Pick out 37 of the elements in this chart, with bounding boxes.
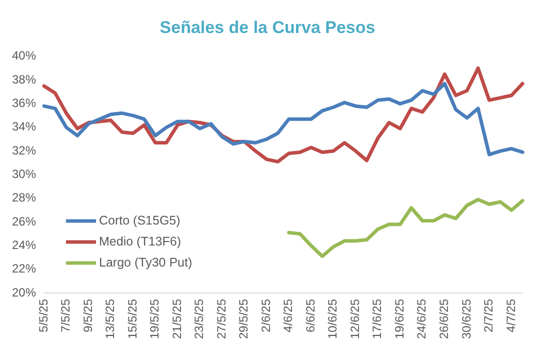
y-tick-label: 32% [12, 143, 36, 158]
y-tick-label: 36% [12, 96, 36, 110]
x-tick-label: 9/5/25 [80, 298, 95, 332]
y-tick-label: 26% [12, 214, 36, 228]
x-tick-label: 4/6/25 [281, 298, 296, 332]
x-tick-label: 12/6/25 [348, 298, 362, 340]
x-tick-label: 29/5/25 [236, 298, 251, 340]
y-tick-label: 22% [12, 262, 36, 276]
y-tick-label: 20% [12, 285, 36, 300]
x-tick-label: 2/7/25 [482, 298, 496, 332]
x-tick-label: 17/6/25 [370, 298, 384, 340]
y-tick-label: 34% [12, 120, 36, 134]
x-tick-label: 23/5/25 [192, 298, 206, 340]
legend-label: Corto (S15G5) [99, 213, 180, 228]
x-tick-label: 24/6/25 [414, 298, 429, 340]
x-tick-label: 26/6/25 [437, 298, 452, 340]
legend-label: Largo (Ty30 Put) [99, 255, 192, 270]
y-tick-label: 24% [12, 238, 36, 252]
chart-title: Señales de la Curva Pesos [160, 18, 376, 37]
legend-label: Medio (T13F6) [99, 234, 181, 248]
x-tick-label: 7/5/25 [58, 298, 73, 332]
x-tick-label: 30/6/25 [459, 298, 474, 340]
x-tick-label: 15/5/25 [125, 298, 140, 340]
x-tick-label: 19/5/25 [148, 298, 162, 340]
y-tick-label: 38% [12, 72, 36, 86]
y-tick-label: 30% [12, 166, 36, 181]
x-tick-label: 21/5/25 [170, 298, 184, 340]
x-tick-label: 19/6/25 [392, 298, 406, 340]
x-tick-label: 5/5/25 [36, 298, 50, 332]
x-tick-label: 2/6/25 [258, 298, 273, 332]
x-tick-label: 10/6/25 [326, 298, 340, 340]
y-tick-label: 40% [12, 48, 36, 63]
x-tick-label: 4/7/25 [504, 298, 518, 332]
x-tick-label: 13/5/25 [103, 298, 118, 340]
y-tick-label: 28% [12, 190, 36, 205]
x-tick-label: 27/5/25 [214, 298, 228, 340]
x-tick-label: 6/6/25 [303, 298, 318, 332]
